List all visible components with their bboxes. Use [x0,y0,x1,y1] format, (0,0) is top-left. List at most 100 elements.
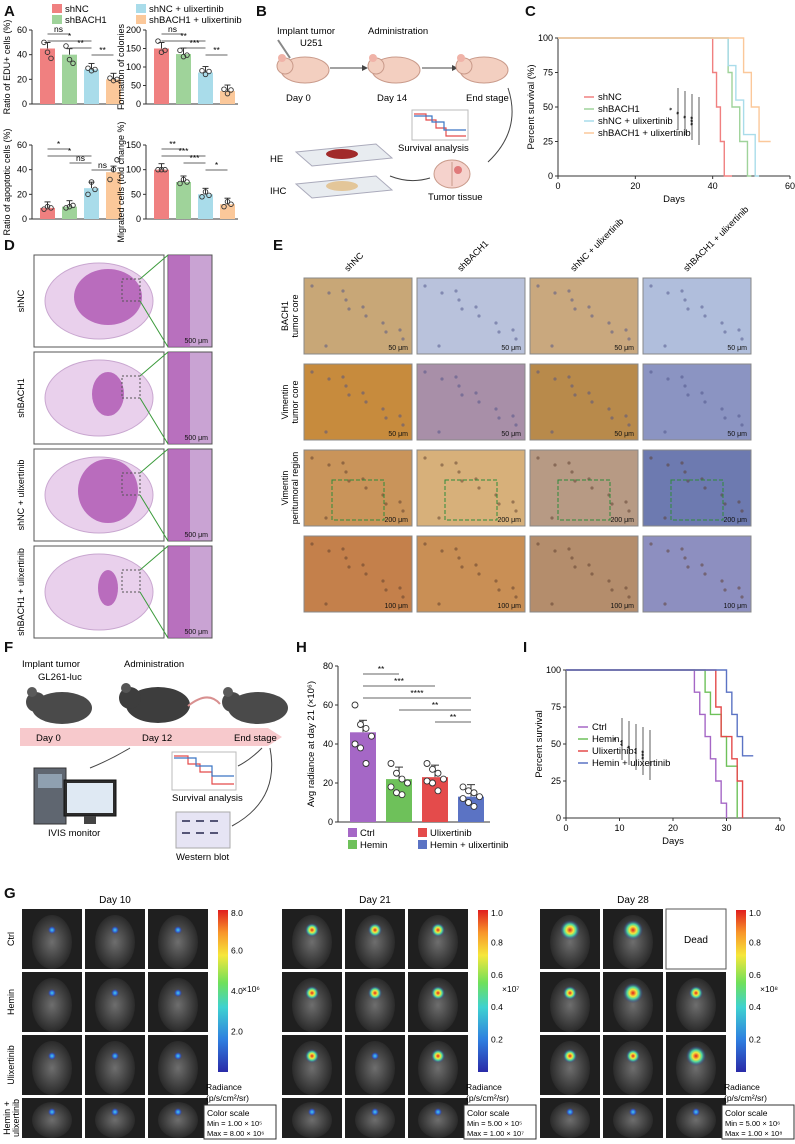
mouse-body [676,1102,716,1138]
bioluminescence-signal [174,926,182,934]
nucleus [398,328,402,332]
sig-label: ** [180,31,187,41]
y-tick-label: 0 [22,214,27,224]
data-point [162,166,168,173]
color-scale-max: Max = 1.00 × 10⁷ [467,1129,524,1138]
color-scale-title: Color scale [467,1108,510,1118]
bioluminescence-signal [434,1108,442,1116]
nucleus [624,500,628,504]
sig-label: * [626,745,635,748]
b-survival-label: Survival analysis [398,143,469,154]
data-point [66,56,73,63]
bioluminescence-signal [48,1108,56,1116]
he-zoom-tumor [168,352,190,444]
nucleus [700,305,704,309]
legend-label-heminulix: Hemin + ulixertinib [592,758,670,769]
nucleus [454,289,458,293]
tumor-region [78,459,138,523]
sig-label: * [68,146,72,156]
sig-label: ** [213,45,220,55]
g-row-label: Ulixertinib [6,1045,16,1085]
nucleus [703,572,707,576]
nucleus [607,407,611,411]
radiance-label: Radiance [724,1082,760,1092]
nucleus [627,595,631,599]
nucleus [423,284,427,288]
nucleus [686,479,690,483]
g-day-group-2: Day 21 1.0 0.8 0.6 0.4 0.2 ×10⁷ Radiance(p/s/cm… [282,895,537,1140]
nucleus [590,572,594,576]
nucleus [477,486,481,490]
data-point [114,76,120,83]
nucleus [437,516,441,520]
sig-label: ** [450,712,457,722]
x-tick-label: 20 [668,823,678,833]
data-point [44,203,51,210]
bioluminescence-signal [305,923,319,937]
nucleus [511,328,515,332]
y-tick-label: 100 [126,62,141,72]
g-row-label-2: ulixertinib [11,1099,21,1137]
nucleus [536,456,540,460]
panel-label-c: C [525,3,536,20]
data-point [162,47,168,54]
he-zoom-tumor [168,546,190,638]
nucleus [384,330,388,334]
nucleus [477,572,481,576]
color-scale-box [203,1104,277,1140]
legend-swatch-shbach1 [52,15,62,24]
data-point [48,205,54,211]
f-western-label: Western blot [176,852,230,863]
bioluminescence-signal [111,989,119,997]
nucleus [511,414,515,418]
zoom-box [670,479,724,521]
scale-bar-label: 100 μm [498,603,522,610]
y-tick-label: 50 [543,102,553,112]
mouse-body [550,978,590,1032]
data-point [440,775,447,783]
x-tick-label: 30 [721,823,731,833]
d-row-label: shNC + ulixertinib [16,460,26,531]
y-axis-label: Percent survival (%) [526,65,537,150]
nucleus [381,321,385,325]
f-cell-label: GL261-luc [38,672,82,683]
nucleus [454,375,458,379]
nucleus [553,291,557,295]
data-point [92,66,98,73]
mouse-body [292,1102,332,1138]
y-axis-label: Percent survival [534,710,545,778]
nucleus [607,579,611,583]
nucleus [536,370,540,374]
nucleus [610,502,614,506]
nude-mouse-icon [367,54,421,84]
scale-bar-label: 50 μm [614,431,634,438]
nucleus [567,375,571,379]
b-schematic: Implant tumor U251 Administration Day 0 … [270,26,513,203]
nucleus [553,549,557,553]
y-tick-label: 100 [538,33,553,43]
nucleus [700,391,704,395]
y-tick-label: 50 [131,81,141,91]
zoom-connector [139,494,169,542]
nucleus [457,298,461,302]
bioluminescence-signal [174,1108,182,1116]
scale-bar-label: 50 μm [727,431,747,438]
sig-label: * [68,31,72,41]
mouse-body [158,1041,198,1095]
g-day-label: Day 28 [617,895,649,906]
zoom-box [444,479,498,521]
nucleus [680,461,684,465]
bioluminescence-signal [111,926,119,934]
nucleus [737,414,741,418]
e-row-label-1: Vimentin [280,385,290,420]
data-point [351,701,359,709]
mouse-body [292,915,332,969]
nucleus [327,377,331,381]
data-point [206,192,212,199]
nucleus [494,321,498,325]
sig-label: *** [640,750,649,759]
nucleus [740,423,744,427]
legend-label-shBACH1ulix: shBACH1 + ulixertinib [598,128,691,139]
nucleus [680,375,684,379]
legend-label-shbach1-ulix: shBACH1 + ulixertinib [149,15,242,26]
